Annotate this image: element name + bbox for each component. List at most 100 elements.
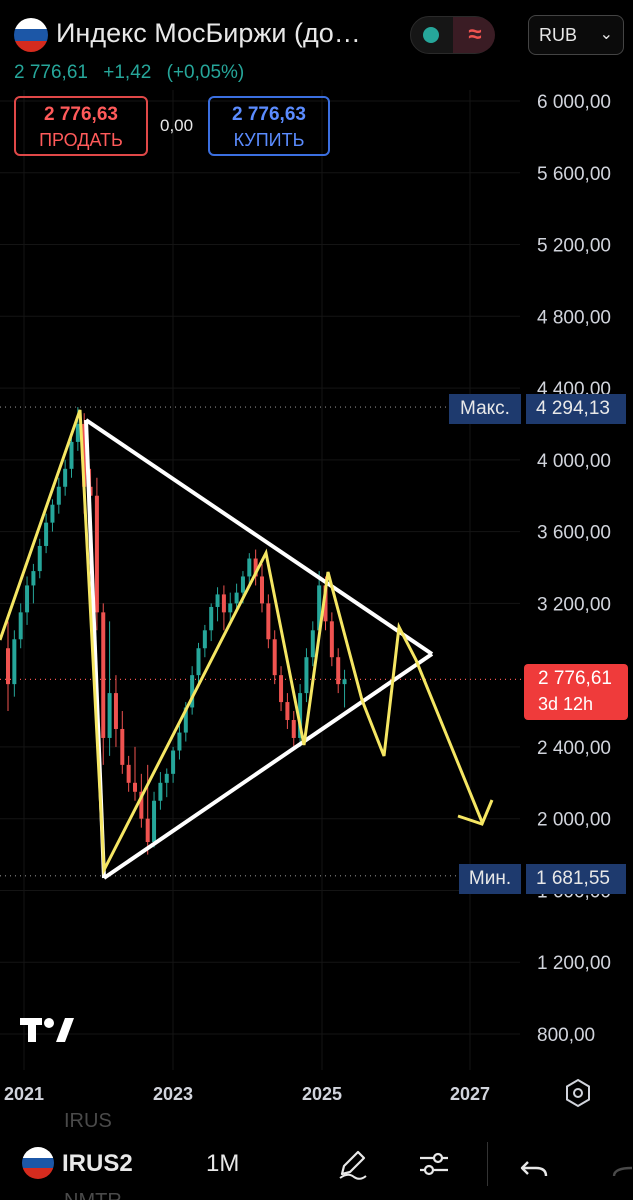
candle-body <box>101 612 106 738</box>
realtime-segment[interactable] <box>453 17 495 53</box>
ghost-symbol-above: IRUS <box>64 1110 112 1132</box>
time-tick-label: 2021 <box>4 1084 44 1104</box>
candle-body <box>69 441 74 469</box>
candle-body <box>298 693 303 738</box>
candle-body <box>12 639 17 685</box>
price-tick-label: 5 600,00 <box>537 164 611 185</box>
redo-icon[interactable] <box>606 1148 633 1182</box>
chart-settings-icon[interactable] <box>563 1078 593 1108</box>
candle-body <box>317 585 322 631</box>
toolbar-divider <box>487 1142 488 1186</box>
current-price-value: 2 776,61 <box>538 668 612 689</box>
price-tick-label: 2 400,00 <box>537 738 611 759</box>
candle-body <box>31 571 36 586</box>
candle-body <box>152 800 157 843</box>
candle-body <box>234 592 239 604</box>
buy-price: 2 776,63 <box>232 104 306 125</box>
russia-flag-icon <box>14 18 48 52</box>
price-change: +1,42 <box>103 62 152 83</box>
price-tick-label: 5 200,00 <box>537 236 611 257</box>
price-tick-label: 2 000,00 <box>537 810 611 831</box>
drawings <box>0 409 494 880</box>
candle-body <box>342 679 347 685</box>
wave-path[interactable] <box>0 409 484 876</box>
currency-value: RUB <box>539 25 578 45</box>
candle-body <box>56 486 61 505</box>
candle-body <box>310 630 315 658</box>
candle-body <box>120 728 125 765</box>
candle-body <box>272 639 277 676</box>
candle-body <box>279 675 284 703</box>
symbol-flag-icon <box>22 1147 54 1179</box>
max-label: Макс. <box>449 394 521 424</box>
candle-body <box>139 791 144 819</box>
chevron-down-icon: ⌄ <box>599 26 613 43</box>
buy-button[interactable]: 2 776,63 КУПИТЬ <box>208 96 330 156</box>
candle-body <box>6 648 10 685</box>
max-value: 4 294,13 <box>526 394 626 424</box>
sell-button[interactable]: 2 776,63 ПРОДАТЬ <box>14 96 148 156</box>
sell-price: 2 776,63 <box>44 104 118 125</box>
candle-body <box>323 585 328 622</box>
candle-body <box>209 606 214 631</box>
instrument-title[interactable]: Индекс МосБиржи (до… <box>56 18 361 48</box>
candle-body <box>63 468 68 487</box>
last-price: 2 776,61 <box>14 62 88 83</box>
candle-body <box>44 522 49 546</box>
price-tick-label: 3 200,00 <box>537 594 611 615</box>
candle-body <box>113 693 118 729</box>
undo-icon[interactable] <box>518 1148 552 1182</box>
candle-body <box>94 495 99 613</box>
candle-body <box>107 693 112 738</box>
interval-selector[interactable]: 1M <box>206 1150 240 1177</box>
bar-countdown: 3d 12h <box>538 694 594 714</box>
price-tick-label: 4 800,00 <box>537 307 611 328</box>
time-tick-label: 2027 <box>450 1084 490 1104</box>
candle-body <box>158 782 163 801</box>
indicators-sliders-icon[interactable] <box>416 1146 452 1182</box>
currency-select[interactable]: RUB ⌄ <box>528 15 624 55</box>
candle-body <box>304 657 309 694</box>
candle-body <box>247 558 252 577</box>
spread-value: 0,00 <box>160 116 194 135</box>
wave-icon: ≈ <box>468 21 482 48</box>
candles <box>6 407 347 855</box>
candle-body <box>291 720 296 738</box>
candle-body <box>240 576 245 593</box>
draw-pencil-icon[interactable] <box>334 1146 370 1182</box>
price-tick-label: 1 200,00 <box>537 953 611 974</box>
market-status-toggle[interactable]: ≈ <box>410 16 495 54</box>
price-tick-label: 3 600,00 <box>537 523 611 544</box>
candle-body <box>285 702 290 721</box>
price-tick-label: 800,00 <box>537 1025 595 1046</box>
candle-body <box>329 621 334 658</box>
candle-body <box>260 576 264 604</box>
candle-body <box>18 612 23 640</box>
sell-label: ПРОДАТЬ <box>39 130 123 150</box>
candle-body <box>177 732 182 751</box>
min-label: Мин. <box>459 864 521 894</box>
candle-body <box>145 818 150 843</box>
ghost-symbol-below: NMTR <box>64 1190 122 1200</box>
candle-body <box>126 764 131 783</box>
price-chart[interactable]: 6 000,005 600,005 200,004 800,004 400,00… <box>0 0 633 1118</box>
buy-label: КУПИТЬ <box>233 130 305 150</box>
price-tick-label: 4 000,00 <box>537 451 611 472</box>
candle-body <box>25 585 30 613</box>
triangle-bottom-line[interactable] <box>102 652 434 880</box>
candle-body <box>75 423 80 442</box>
triangle-top-line[interactable] <box>84 418 434 656</box>
price-summary: 2 776,61 +1,42 (+0,05%) <box>14 62 254 84</box>
candle-body <box>82 423 87 487</box>
time-tick-label: 2023 <box>153 1084 193 1104</box>
candle-body <box>50 504 55 523</box>
candle-body <box>196 648 201 676</box>
tradingview-logo-icon[interactable] <box>20 1014 76 1044</box>
candle-body <box>266 603 271 640</box>
price-tick-label: 6 000,00 <box>537 92 611 113</box>
candle-body <box>221 594 226 613</box>
symbol-selector[interactable]: IRUS2 <box>62 1150 133 1177</box>
candle-body <box>253 558 258 577</box>
candle-body <box>190 675 195 708</box>
